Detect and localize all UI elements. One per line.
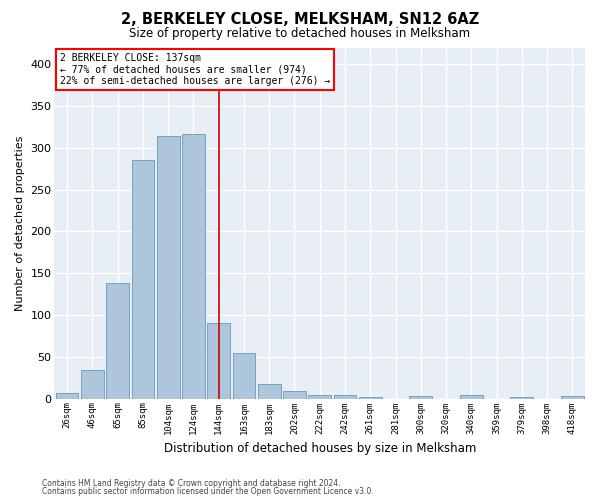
Bar xyxy=(359,397,382,398)
Text: Contains HM Land Registry data © Crown copyright and database right 2024.: Contains HM Land Registry data © Crown c… xyxy=(42,479,341,488)
Bar xyxy=(182,134,205,398)
Bar xyxy=(561,396,584,398)
Bar xyxy=(460,396,482,398)
Bar xyxy=(258,384,281,398)
Bar xyxy=(409,396,432,398)
Y-axis label: Number of detached properties: Number of detached properties xyxy=(15,136,25,311)
Bar xyxy=(56,393,79,398)
Bar xyxy=(131,160,154,398)
Bar xyxy=(334,396,356,398)
Bar xyxy=(283,391,306,398)
Bar xyxy=(157,136,179,398)
Bar xyxy=(106,284,129,399)
Bar xyxy=(208,324,230,398)
X-axis label: Distribution of detached houses by size in Melksham: Distribution of detached houses by size … xyxy=(164,442,476,455)
Text: Size of property relative to detached houses in Melksham: Size of property relative to detached ho… xyxy=(130,28,470,40)
Bar xyxy=(81,370,104,398)
Bar xyxy=(308,396,331,398)
Text: Contains public sector information licensed under the Open Government Licence v3: Contains public sector information licen… xyxy=(42,486,374,496)
Text: 2 BERKELEY CLOSE: 137sqm
← 77% of detached houses are smaller (974)
22% of semi-: 2 BERKELEY CLOSE: 137sqm ← 77% of detach… xyxy=(60,53,330,86)
Bar xyxy=(233,352,256,399)
Bar xyxy=(511,397,533,398)
Text: 2, BERKELEY CLOSE, MELKSHAM, SN12 6AZ: 2, BERKELEY CLOSE, MELKSHAM, SN12 6AZ xyxy=(121,12,479,28)
